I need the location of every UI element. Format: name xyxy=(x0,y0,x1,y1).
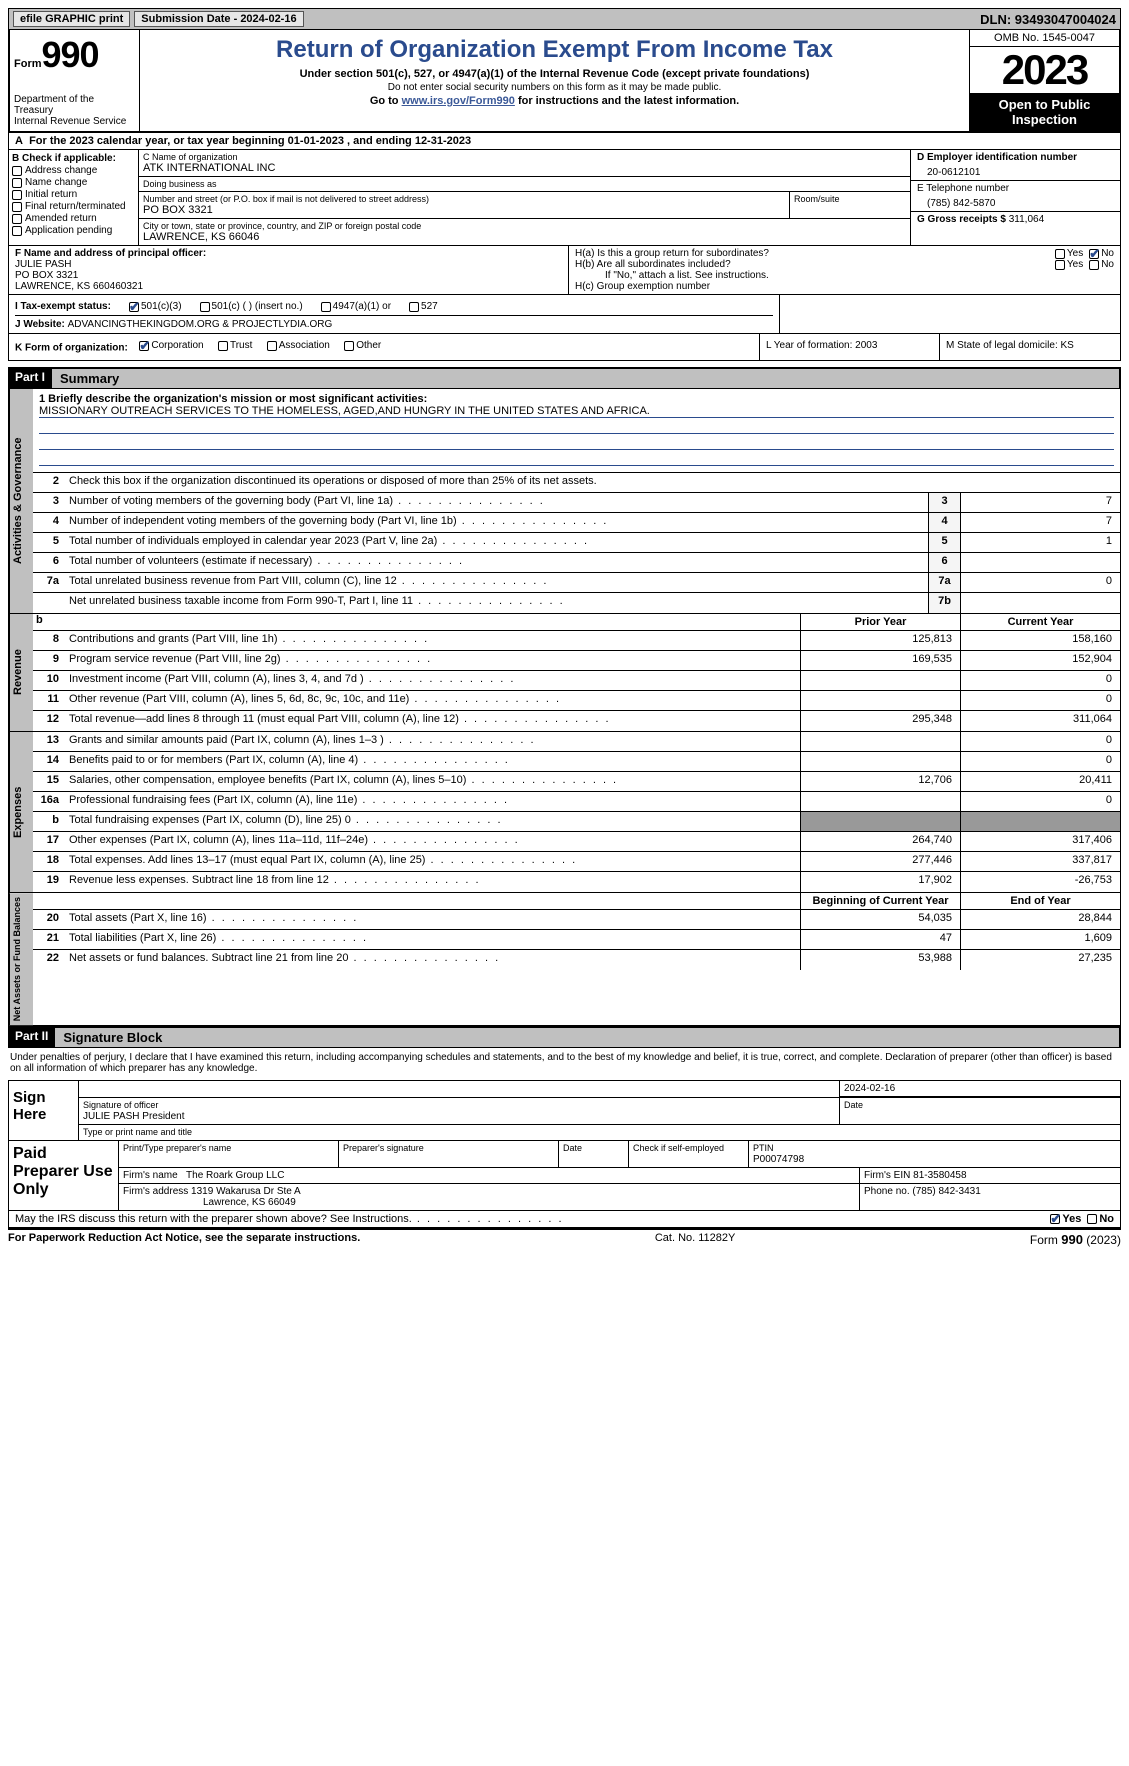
discuss-yes-checkbox xyxy=(1050,1214,1060,1224)
summary-line: 12Total revenue—add lines 8 through 11 (… xyxy=(33,711,1120,731)
part1-header: Part I xyxy=(9,368,51,389)
501c3-checkbox xyxy=(129,302,139,312)
phone: (785) 842-5870 xyxy=(917,194,1114,209)
summary-line: 4Number of independent voting members of… xyxy=(33,513,1120,533)
summary-line: 15Salaries, other compensation, employee… xyxy=(33,772,1120,792)
ha-no-checkbox xyxy=(1089,249,1099,259)
summary-line: 16aProfessional fundraising fees (Part I… xyxy=(33,792,1120,812)
submission-date: Submission Date - 2024-02-16 xyxy=(134,11,303,27)
mission-text: MISSIONARY OUTREACH SERVICES TO THE HOME… xyxy=(39,405,1114,418)
org-info-block: B Check if applicable: Address change Na… xyxy=(8,150,1121,246)
summary-line: 9Program service revenue (Part VIII, lin… xyxy=(33,651,1120,671)
firm-name: The Roark Group LLC xyxy=(186,1170,284,1181)
summary-line: 20Total assets (Part X, line 16)54,03528… xyxy=(33,910,1120,930)
calendar-year-line: A For the 2023 calendar year, or tax yea… xyxy=(8,133,1121,150)
summary-line: 22Net assets or fund balances. Subtract … xyxy=(33,950,1120,970)
section-c: C Name of organization ATK INTERNATIONAL… xyxy=(139,150,910,245)
instructions-link-row: Go to www.irs.gov/Form990 for instructio… xyxy=(150,95,959,107)
part2-title: Signature Block xyxy=(54,1027,1120,1048)
tax-year: 2023 xyxy=(970,47,1119,93)
officer-group-row: F Name and address of principal officer:… xyxy=(8,246,1121,295)
dln-number: DLN: 93493047004024 xyxy=(980,12,1116,27)
section-b: B Check if applicable: Address change Na… xyxy=(9,150,139,245)
ein: 20-0612101 xyxy=(917,163,1114,178)
irs-link[interactable]: www.irs.gov/Form990 xyxy=(402,95,515,107)
summary-line: 14Benefits paid to or for members (Part … xyxy=(33,752,1120,772)
form-number: Form990 xyxy=(14,34,135,76)
discuss-row: May the IRS discuss this return with the… xyxy=(8,1211,1121,1228)
sig-date: 2024-02-16 xyxy=(840,1081,1120,1097)
efile-button[interactable]: efile GRAPHIC print xyxy=(13,11,130,27)
paid-preparer-block: Paid Preparer Use Only Print/Type prepar… xyxy=(8,1141,1121,1211)
tax-status-website-row: I Tax-exempt status: 501(c)(3) 501(c) ( … xyxy=(8,295,1121,334)
summary-line: 8Contributions and grants (Part VIII, li… xyxy=(33,631,1120,651)
klm-row: K Form of organization: Corporation Trus… xyxy=(8,334,1121,361)
form-title: Return of Organization Exempt From Incom… xyxy=(150,36,959,64)
open-to-public: Open to Public Inspection xyxy=(970,93,1119,131)
section-l: L Year of formation: 2003 xyxy=(760,334,940,360)
sign-here-block: Sign Here 2024-02-16 Signature of office… xyxy=(8,1080,1121,1141)
omb-number: OMB No. 1545-0047 xyxy=(970,30,1119,47)
org-city: LAWRENCE, KS 66046 xyxy=(143,231,906,243)
summary-line: 3Number of voting members of the governi… xyxy=(33,493,1120,513)
ssn-warning: Do not enter social security numbers on … xyxy=(150,82,959,93)
summary-line: 10Investment income (Part VIII, column (… xyxy=(33,671,1120,691)
corporation-checkbox xyxy=(139,341,149,351)
form-header: Form990 Department of the Treasury Inter… xyxy=(8,30,1121,133)
department-label: Department of the Treasury Internal Reve… xyxy=(14,94,135,127)
section-d: D Employer identification number 20-0612… xyxy=(910,150,1120,245)
summary-line: 7aTotal unrelated business revenue from … xyxy=(33,573,1120,593)
netassets-section: Net Assets or Fund Balances Beginning of… xyxy=(8,893,1121,1026)
summary-line: Net unrelated business taxable income fr… xyxy=(33,593,1120,613)
top-bar: efile GRAPHIC print Submission Date - 20… xyxy=(8,8,1121,30)
summary-line: 18Total expenses. Add lines 13–17 (must … xyxy=(33,852,1120,872)
gross-receipts: 311,064 xyxy=(1009,214,1044,225)
org-name: ATK INTERNATIONAL INC xyxy=(143,162,906,174)
section-i: I Tax-exempt status: 501(c)(3) 501(c) ( … xyxy=(15,298,773,316)
summary-line: 21Total liabilities (Part X, line 26)471… xyxy=(33,930,1120,950)
part1-title: Summary xyxy=(51,368,1120,389)
part2-header: Part II xyxy=(9,1027,54,1048)
expenses-section: Expenses 13Grants and similar amounts pa… xyxy=(8,732,1121,893)
summary-line: 13Grants and similar amounts paid (Part … xyxy=(33,732,1120,752)
summary-line: 17Other expenses (Part IX, column (A), l… xyxy=(33,832,1120,852)
perjury-declaration: Under penalties of perjury, I declare th… xyxy=(8,1048,1121,1078)
form-subtitle: Under section 501(c), 527, or 4947(a)(1)… xyxy=(150,68,959,80)
org-street: PO BOX 3321 xyxy=(143,204,785,216)
summary-line: 5Total number of individuals employed in… xyxy=(33,533,1120,553)
section-j: J Website: ADVANCINGTHEKINGDOM.ORG & PRO… xyxy=(15,316,773,330)
summary-line: bTotal fundraising expenses (Part IX, co… xyxy=(33,812,1120,832)
summary-line: 11Other revenue (Part VIII, column (A), … xyxy=(33,691,1120,711)
summary-line: 19Revenue less expenses. Subtract line 1… xyxy=(33,872,1120,892)
section-f: F Name and address of principal officer:… xyxy=(9,246,569,294)
section-k: K Form of organization: Corporation Trus… xyxy=(9,334,760,360)
governance-section: Activities & Governance 1 Briefly descri… xyxy=(8,389,1121,614)
section-m: M State of legal domicile: KS xyxy=(940,334,1120,360)
website-url: ADVANCINGTHEKINGDOM.ORG & PROJECTLYDIA.O… xyxy=(68,319,333,330)
page-footer: For Paperwork Reduction Act Notice, see … xyxy=(8,1228,1121,1247)
section-h: H(a) Is this a group return for subordin… xyxy=(569,246,1120,294)
revenue-section: Revenue bPrior YearCurrent Year 8Contrib… xyxy=(8,614,1121,732)
summary-line: 6Total number of volunteers (estimate if… xyxy=(33,553,1120,573)
